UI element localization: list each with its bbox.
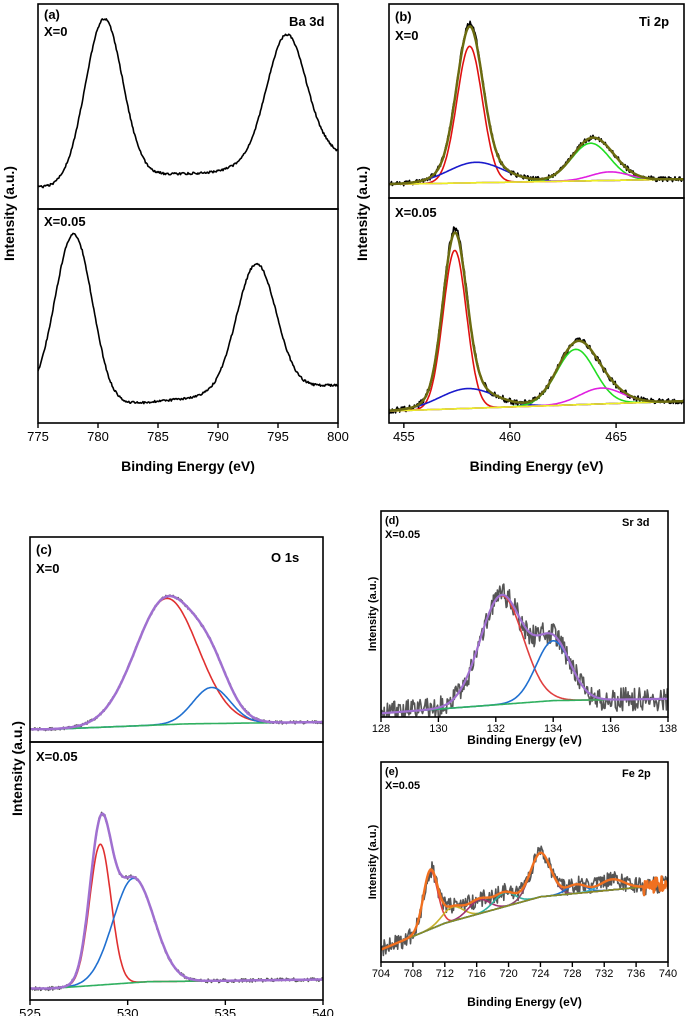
panel-e-stack-0: X=0.05 (e) Fe 2p: [380, 761, 669, 963]
y-axis-label: Intensity (a.u.): [367, 824, 379, 899]
panel-c-stack-0: X=0 (c) O 1s: [29, 536, 324, 743]
series-group: [30, 594, 323, 732]
y-axis-label: Intensity (a.u.): [1, 166, 17, 261]
y-axis-label: Intensity (a.u.): [354, 166, 370, 261]
x-tick-label: 712: [436, 968, 454, 980]
composition-label: X=0.05: [395, 205, 437, 220]
x-tick-label: 132: [487, 723, 505, 735]
panel-e: X=0.05 (e) Fe 2p 704 708 712 716 720 724 728 732 73…: [367, 761, 677, 1009]
x-tick-label: 780: [87, 429, 109, 444]
series-group: [381, 845, 668, 957]
plot-frame: [380, 510, 669, 718]
x-tick-label: 128: [372, 723, 390, 735]
x-tick-label: 138: [659, 723, 677, 735]
y-axis-label: Intensity (a.u.): [367, 576, 379, 651]
x-tick-label: 728: [563, 968, 581, 980]
x-axis-label: Binding Energy (eV): [470, 458, 604, 474]
panel-d-stack-0: X=0.05 (d) Sr 3d: [380, 510, 669, 718]
x-tick-label: 530: [117, 1006, 139, 1016]
composition-label: X=0: [36, 561, 60, 576]
x-tick-label: 525: [19, 1006, 41, 1016]
x-axis-label: Binding Energy (eV): [467, 995, 582, 1009]
series-experimental: [38, 18, 338, 189]
panel-label: (d): [385, 515, 399, 527]
x-tick-label: 716: [467, 968, 485, 980]
panel-c: X=0(c)O 1sX=0.05525530535540Binding Ener…: [9, 536, 334, 1016]
panel-label: (a): [44, 7, 60, 22]
x-axis-label: Binding Energy (eV): [467, 733, 582, 747]
x-tick-label: 740: [659, 968, 677, 980]
panel-d: X=0.05 (d) Sr 3d 128 130 132 134 136 138 Binding …: [367, 510, 677, 747]
series-background: [389, 178, 684, 186]
panel-label: (e): [385, 766, 399, 778]
x-tick-label: 785: [147, 429, 169, 444]
element-label: Sr 3d: [622, 517, 650, 529]
element-label: Ba 3d: [289, 14, 324, 29]
element-label: Fe 2p: [622, 768, 651, 780]
plot-frame: [29, 741, 324, 1001]
x-tick-label: 724: [531, 968, 549, 980]
series-experimental: [38, 232, 338, 405]
series-background: [389, 400, 684, 412]
panel-a: X=0 (a) Ba 3d X=0.05 775 780 785 790 795 800 Bindi…: [1, 3, 349, 474]
series-envelope: [389, 231, 684, 412]
plot-frame: [380, 761, 669, 963]
composition-label: X=0.05: [36, 749, 78, 764]
series-envelope: [30, 812, 323, 990]
x-tick-label: 704: [372, 968, 390, 980]
x-tick-label: 708: [404, 968, 422, 980]
composition-label: X=0.05: [385, 529, 420, 541]
composition-label: X=0: [395, 28, 419, 43]
plot-frame: [37, 208, 339, 424]
series-group: [389, 20, 684, 187]
x-tick-label: 736: [627, 968, 645, 980]
x-tick-label: 800: [327, 429, 349, 444]
composition-label: X=0.05: [44, 214, 86, 229]
x-tick-label: 136: [601, 723, 619, 735]
series-experimental: [381, 845, 668, 957]
x-axis-label: Binding Energy (eV): [121, 458, 255, 474]
panel-label: (b): [395, 9, 412, 24]
series-background: [381, 883, 668, 951]
plot-frame: [388, 197, 685, 424]
series-envelope: [381, 851, 668, 951]
panel-label: (c): [36, 542, 52, 557]
element-label: O 1s: [271, 550, 299, 565]
panel-c-stack-1: X=0.05: [29, 741, 324, 1001]
series-group: [38, 18, 338, 189]
panel-a-stack-1: X=0.05: [37, 208, 339, 424]
composition-label: X=0: [44, 24, 68, 39]
series-group: [30, 811, 323, 992]
y-axis-label: Intensity (a.u.): [9, 721, 25, 816]
series-group: [389, 226, 684, 415]
x-tick-label: 455: [393, 429, 415, 444]
x-tick-label: 790: [207, 429, 229, 444]
x-tick-label: 732: [595, 968, 613, 980]
x-tick-label: 130: [429, 723, 447, 735]
series-group: [38, 232, 338, 405]
x-tick-label: 775: [27, 429, 49, 444]
panel-b-stack-1: X=0.05: [388, 197, 685, 424]
x-tick-label: 795: [267, 429, 289, 444]
element-label: Ti 2p: [639, 14, 669, 29]
series-envelope: [381, 593, 668, 715]
composition-label: X=0.05: [385, 780, 420, 792]
x-tick-label: 535: [214, 1006, 236, 1016]
x-tick-label: 134: [544, 723, 562, 735]
series-envelope: [389, 25, 684, 186]
x-tick-label: 460: [499, 429, 521, 444]
series-envelope: [30, 594, 323, 731]
x-tick-label: 540: [312, 1006, 334, 1016]
x-tick-label: 720: [499, 968, 517, 980]
x-tick-label: 465: [605, 429, 627, 444]
